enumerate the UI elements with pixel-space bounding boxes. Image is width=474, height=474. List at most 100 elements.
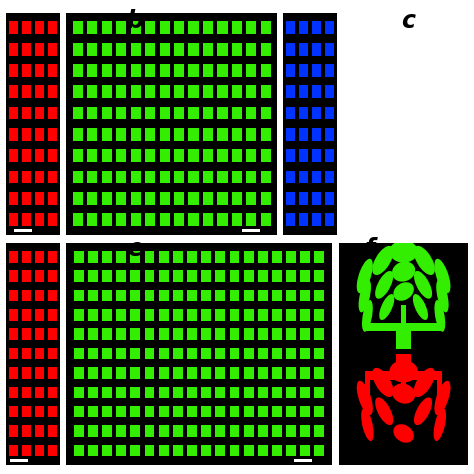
Bar (145, 309, 155, 321)
Ellipse shape (389, 240, 418, 263)
Bar (301, 367, 310, 379)
Bar (314, 309, 324, 321)
Bar (14, 229, 32, 232)
Bar (9, 290, 18, 301)
Bar (232, 149, 242, 162)
Bar (87, 149, 97, 162)
Bar (35, 128, 44, 141)
Bar (160, 149, 170, 162)
Bar (203, 85, 213, 98)
Bar (102, 309, 112, 321)
Ellipse shape (392, 383, 415, 404)
Bar (201, 406, 211, 418)
Bar (159, 290, 169, 301)
Bar (116, 290, 126, 301)
Bar (218, 43, 228, 55)
Bar (286, 406, 296, 418)
Bar (74, 406, 84, 418)
Bar (73, 21, 83, 34)
Bar (261, 128, 271, 141)
Bar (48, 85, 57, 98)
Bar (9, 309, 18, 321)
Bar (189, 64, 199, 77)
Bar (339, 243, 468, 465)
Bar (244, 406, 254, 418)
Bar (145, 213, 155, 226)
Bar (286, 192, 295, 205)
Bar (203, 107, 213, 119)
Bar (286, 309, 296, 321)
Bar (396, 322, 411, 349)
Bar (87, 171, 97, 183)
Bar (22, 348, 31, 359)
Bar (48, 309, 57, 321)
Bar (396, 354, 411, 380)
Ellipse shape (357, 259, 373, 293)
Bar (229, 348, 239, 359)
Bar (246, 107, 256, 119)
Bar (48, 290, 57, 301)
Bar (325, 43, 335, 55)
Bar (131, 128, 141, 141)
Bar (314, 445, 324, 456)
Bar (130, 406, 140, 418)
Bar (35, 386, 44, 398)
Bar (187, 290, 197, 301)
Bar (73, 171, 83, 183)
Bar (159, 251, 169, 263)
Bar (286, 64, 295, 77)
Bar (174, 85, 184, 98)
Bar (10, 459, 28, 462)
Bar (102, 445, 112, 456)
Bar (130, 309, 140, 321)
Bar (301, 348, 310, 359)
Bar (286, 367, 296, 379)
Bar (73, 85, 83, 98)
Bar (314, 406, 324, 418)
Bar (201, 445, 211, 456)
Bar (312, 192, 321, 205)
Bar (232, 64, 242, 77)
Bar (244, 309, 254, 321)
Bar (189, 149, 199, 162)
Ellipse shape (357, 381, 373, 415)
Bar (87, 128, 97, 141)
Bar (173, 290, 183, 301)
Bar (301, 425, 310, 437)
Bar (215, 406, 225, 418)
Bar (314, 386, 324, 398)
Bar (301, 406, 310, 418)
Bar (299, 85, 308, 98)
Bar (22, 192, 31, 205)
Bar (48, 406, 57, 418)
Bar (261, 107, 271, 119)
Bar (48, 328, 57, 340)
Bar (159, 367, 169, 379)
Bar (232, 128, 242, 141)
Bar (187, 406, 197, 418)
Bar (88, 348, 98, 359)
Bar (102, 386, 112, 398)
Bar (173, 270, 183, 282)
Bar (9, 149, 18, 162)
Bar (314, 270, 324, 282)
Bar (258, 309, 268, 321)
Bar (159, 425, 169, 437)
Bar (87, 107, 97, 119)
Bar (116, 64, 126, 77)
Bar (314, 348, 324, 359)
Bar (174, 192, 184, 205)
Bar (102, 348, 112, 359)
Bar (22, 290, 31, 301)
Bar (173, 309, 183, 321)
Bar (102, 21, 112, 34)
Bar (189, 107, 199, 119)
Bar (173, 425, 183, 437)
Bar (35, 425, 44, 437)
Bar (286, 445, 296, 456)
Bar (35, 328, 44, 340)
Bar (116, 309, 126, 321)
Bar (73, 213, 83, 226)
Bar (48, 251, 57, 263)
Bar (9, 107, 18, 119)
